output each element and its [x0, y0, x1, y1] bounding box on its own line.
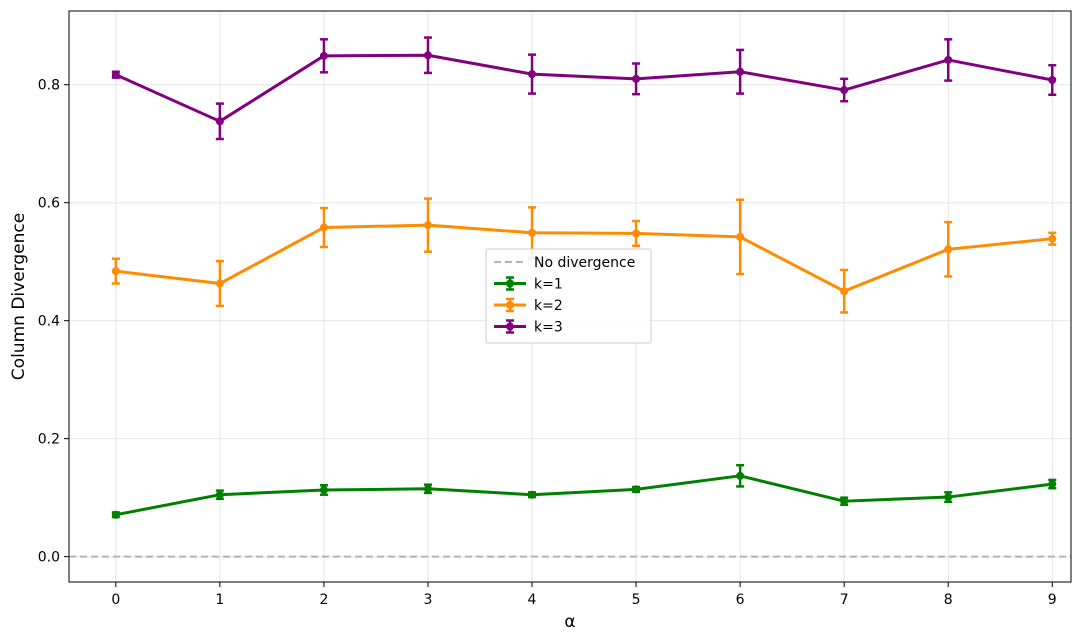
- y-tick-label: 0.6: [38, 196, 60, 212]
- x-axis: 0 1 2 3 4 5 6 7 8 9: [111, 582, 1057, 608]
- data-point: [215, 117, 224, 126]
- legend-entry: k=1: [494, 276, 563, 293]
- data-point: [1048, 234, 1057, 243]
- x-axis-label: α: [564, 612, 575, 632]
- legend-marker: [506, 279, 514, 288]
- data-point: [528, 228, 537, 237]
- data-point: [944, 55, 953, 64]
- data-point: [528, 70, 537, 79]
- data-point: [632, 229, 641, 238]
- data-point: [944, 493, 953, 502]
- data-point: [528, 490, 537, 499]
- y-tick-label: 0.8: [38, 78, 60, 94]
- legend-label: k=2: [534, 298, 563, 314]
- data-point: [319, 51, 328, 60]
- legend-entry: k=2: [494, 297, 563, 314]
- data-point: [215, 279, 224, 288]
- data-point: [632, 485, 641, 494]
- legend-label: k=3: [534, 320, 563, 336]
- data-point: [1048, 76, 1057, 85]
- series-line: [115, 53, 1053, 123]
- data-point: [736, 471, 745, 480]
- legend-marker: [506, 322, 514, 331]
- data-point: [840, 86, 849, 95]
- series-line: [115, 223, 1053, 293]
- series-k=1: [111, 463, 1057, 519]
- data-point: [423, 51, 432, 60]
- y-axis: 0.0 0.2 0.4 0.6 0.8: [38, 78, 69, 566]
- x-tick-label: 5: [632, 592, 641, 608]
- data-point: [423, 484, 432, 493]
- legend-items: No divergence k=1 k=2 k=3: [494, 255, 635, 336]
- data-point: [840, 497, 849, 506]
- series-k=2: [111, 197, 1057, 314]
- x-tick-label: 7: [840, 592, 849, 608]
- data-point: [423, 221, 432, 230]
- data-point: [840, 287, 849, 296]
- data-point: [111, 267, 120, 276]
- series-line: [115, 474, 1053, 517]
- legend-entry: k=3: [494, 319, 563, 336]
- series-layer: [111, 36, 1057, 519]
- x-tick-label: 0: [111, 592, 120, 608]
- y-tick-label: 0.2: [38, 432, 60, 448]
- data-point: [944, 245, 953, 254]
- legend-label: k=1: [534, 277, 563, 293]
- y-tick-label: 0.0: [38, 550, 60, 566]
- data-point: [1048, 480, 1057, 489]
- x-tick-label: 3: [424, 592, 433, 608]
- legend-marker: [506, 301, 514, 309]
- data-point: [111, 70, 120, 79]
- data-point: [111, 510, 120, 519]
- x-tick-label: 6: [736, 592, 745, 608]
- legend-entry: No divergence: [494, 255, 635, 271]
- data-point: [319, 485, 328, 494]
- data-point: [736, 232, 745, 241]
- data-point: [736, 67, 745, 76]
- data-point: [319, 223, 328, 232]
- legend-box: [485, 248, 652, 344]
- series-k=3: [111, 36, 1057, 141]
- x-tick-label: 4: [528, 592, 537, 608]
- plot-frame: [68, 10, 1072, 583]
- data-point: [215, 490, 224, 499]
- y-tick-label: 0.4: [38, 314, 60, 330]
- legend-label: No divergence: [534, 255, 635, 271]
- x-tick-label: 9: [1048, 592, 1057, 608]
- y-axis-label: Column Divergence: [9, 213, 29, 380]
- x-tick-label: 2: [319, 592, 328, 608]
- x-tick-label: 1: [215, 592, 224, 608]
- legend: No divergence k=1 k=2 k=3: [485, 248, 652, 344]
- x-tick-label: 8: [944, 592, 953, 608]
- data-point: [632, 74, 641, 83]
